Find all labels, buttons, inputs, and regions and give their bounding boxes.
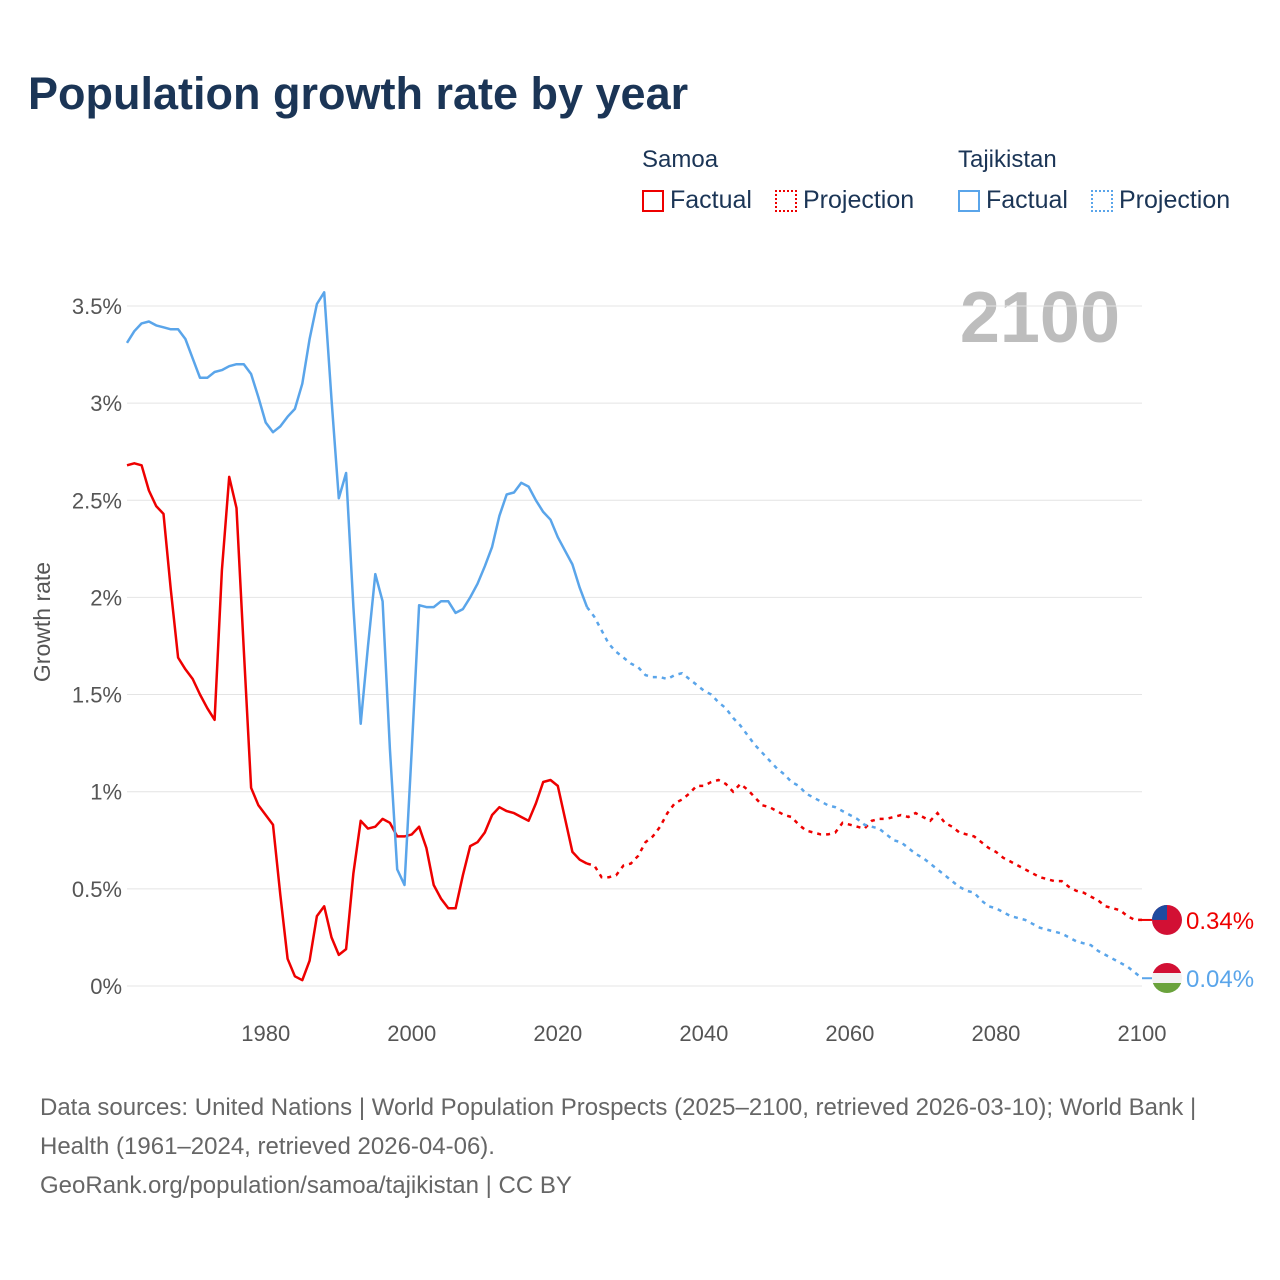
y-tick-label: 1% — [90, 780, 122, 805]
legend-label: Factual — [986, 186, 1068, 214]
credit-link[interactable]: GeoRank.org/population/samoa/tajikistan … — [40, 1172, 572, 1199]
series-line-samoa-factual — [126, 462, 588, 982]
x-tick-label: 2000 — [387, 1021, 436, 1046]
legend-group-tajikistan: Tajikistan — [958, 146, 1057, 173]
end-value-label: 0.04% — [1186, 966, 1254, 993]
legend-label: Factual — [670, 186, 752, 214]
series-line-tajikistan-projection — [586, 606, 1143, 980]
legend-swatch-dotted — [775, 189, 797, 212]
chart-title: Population growth rate by year — [28, 68, 689, 119]
legend-tajikistan-factual[interactable]: Factual — [958, 186, 1068, 215]
footer: Data sources: United Nations | World Pop… — [40, 1088, 1240, 1205]
x-tick-label: 2040 — [679, 1021, 728, 1046]
y-tick-label: 0% — [90, 974, 122, 999]
y-tick-label: 0.5% — [72, 877, 122, 902]
x-tick-label: 2060 — [825, 1021, 874, 1046]
year-overlay: 2100 — [960, 278, 1120, 358]
legend-swatch-solid — [642, 189, 664, 212]
y-tick-label: 3% — [90, 391, 122, 416]
legend-swatch-dotted — [1091, 189, 1113, 212]
legend-label: Projection — [803, 186, 915, 214]
y-tick-label: 2.5% — [72, 488, 122, 513]
legend-samoa-factual[interactable]: Factual — [642, 186, 752, 215]
x-tick-label: 2080 — [971, 1021, 1020, 1046]
x-tick-label: 2100 — [1118, 1021, 1167, 1046]
legend-swatch-solid — [958, 189, 980, 212]
flag-samoa-icon — [1152, 904, 1182, 935]
legend-tajikistan-projection[interactable]: Projection — [1091, 186, 1230, 215]
flag-tajikistan-icon — [1152, 963, 1182, 993]
y-tick-label: 2% — [90, 585, 122, 610]
x-tick-label: 1980 — [241, 1021, 290, 1046]
y-tick-label: 3.5% — [72, 294, 122, 319]
y-tick-label: 1.5% — [72, 683, 122, 708]
y-axis-label: Growth rate — [29, 562, 55, 682]
series-line-tajikistan-factual — [125, 291, 589, 887]
series-line-samoa-projection — [586, 778, 1142, 922]
x-tick-label: 2020 — [533, 1021, 582, 1046]
data-sources: Data sources: United Nations | World Pop… — [40, 1094, 1197, 1160]
end-value-label: 0.34% — [1186, 908, 1254, 935]
legend-samoa-projection[interactable]: Projection — [775, 186, 914, 215]
legend-group-samoa: Samoa — [642, 146, 719, 173]
legend-label: Projection — [1119, 186, 1231, 214]
